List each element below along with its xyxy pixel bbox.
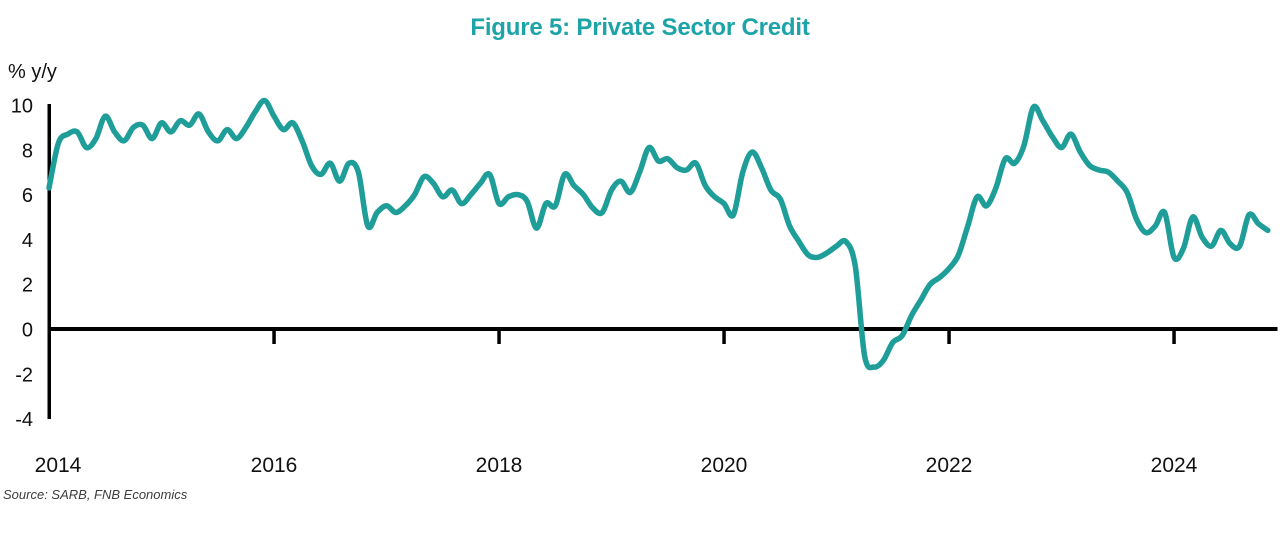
y-tick-label--4: -4 xyxy=(15,409,33,431)
x-tick-label-2020: 2020 xyxy=(701,454,748,477)
x-tick-label-2014: 2014 xyxy=(35,454,82,477)
zero-baseline xyxy=(47,327,1278,331)
y-tick-label-6: 6 xyxy=(22,185,33,207)
y-tick-label-2: 2 xyxy=(22,275,33,297)
y-axis-tick-labels: 10 8 6 4 2 0 -2 -4 xyxy=(11,96,33,432)
x-tick-label-2022: 2022 xyxy=(926,454,973,477)
y-tick-label-8: 8 xyxy=(22,140,33,162)
y-axis-unit-label: % y/y xyxy=(8,61,57,83)
x-tick-label-2016: 2016 xyxy=(251,454,298,477)
x-tick-marks xyxy=(272,329,1176,344)
x-axis-tick-labels: 2014 2016 2018 2020 2022 2024 xyxy=(35,454,1198,477)
x-tick-mark-2020 xyxy=(722,329,726,344)
y-tick-label-10: 10 xyxy=(11,96,33,118)
x-tick-label-2024: 2024 xyxy=(1151,454,1198,477)
credit-growth-line xyxy=(46,97,1271,371)
x-tick-mark-2018 xyxy=(497,329,501,344)
y-tick-label--2: -2 xyxy=(15,364,33,386)
x-tick-label-2018: 2018 xyxy=(476,454,523,477)
chart-title: Figure 5: Private Sector Credit xyxy=(470,14,810,41)
y-tick-label-4: 4 xyxy=(22,230,33,252)
y-axis-line xyxy=(47,104,51,419)
x-tick-mark-2022 xyxy=(947,329,951,344)
source-note: Source: SARB, FNB Economics xyxy=(3,487,188,502)
x-tick-mark-2024 xyxy=(1172,329,1176,344)
y-tick-label-0: 0 xyxy=(22,320,33,342)
x-tick-mark-2016 xyxy=(272,329,276,344)
